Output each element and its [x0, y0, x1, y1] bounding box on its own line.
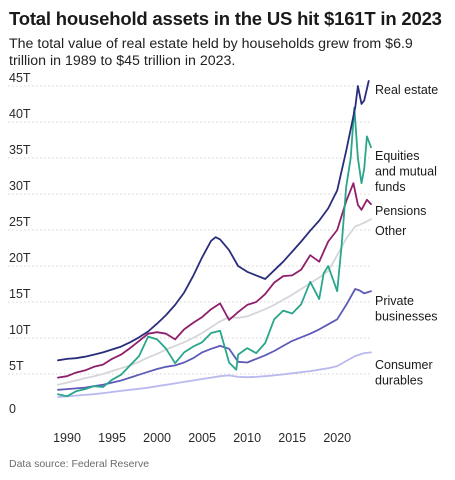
series-label: Private	[375, 294, 414, 308]
series-label: Pensions	[375, 204, 426, 218]
series-lines	[57, 80, 372, 398]
y-tick-label: 25T	[9, 215, 31, 229]
x-tick-label: 2020	[323, 431, 351, 445]
chart-title: Total household assets in the US hit $16…	[9, 8, 442, 29]
gridlines	[8, 85, 372, 375]
x-tick-label: 2005	[188, 431, 216, 445]
series-label: Real estate	[375, 83, 438, 97]
series-line-consumer-durables	[57, 351, 372, 398]
y-tick-label: 35T	[9, 143, 31, 157]
series-label: Equities	[375, 149, 419, 163]
series-line-equities-and-mutual-funds	[57, 106, 372, 398]
x-axis-tick-labels: 1990 1995 2000 2005 2010 2015 2020	[53, 431, 351, 445]
chart-subtitle: The total value of real estate held by h…	[9, 36, 413, 69]
series-label: and mutual	[375, 165, 437, 179]
y-tick-label: 20T	[9, 251, 31, 265]
y-tick-label: 40T	[9, 107, 31, 121]
x-tick-label: 2010	[233, 431, 261, 445]
x-tick-label: 2000	[143, 431, 171, 445]
y-tick-label: 15T	[9, 287, 31, 301]
series-label: Consumer	[375, 358, 433, 372]
series-line-pensions	[57, 182, 372, 379]
y-tick-label: 0	[9, 402, 16, 416]
y-tick-label: 45T	[9, 71, 31, 85]
x-tick-label: 1990	[53, 431, 81, 445]
data-source-note: Data source: Federal Reserve	[9, 458, 150, 470]
series-line-real-estate	[57, 80, 370, 362]
series-label: durables	[375, 374, 423, 388]
series-label: Other	[375, 224, 406, 238]
series-label: businesses	[375, 310, 438, 324]
series-line-private-businesses	[57, 288, 372, 391]
x-tick-label: 2015	[278, 431, 306, 445]
y-axis-tick-labels: 0 5T 10T 15T 20T 25T 30T 35T 40T 45T	[9, 71, 31, 416]
y-tick-label: 10T	[9, 323, 31, 337]
y-tick-label: 5T	[9, 359, 24, 373]
y-tick-label: 30T	[9, 179, 31, 193]
series-line-other	[57, 218, 372, 386]
series-label: funds	[375, 180, 406, 194]
x-tick-label: 1995	[98, 431, 126, 445]
